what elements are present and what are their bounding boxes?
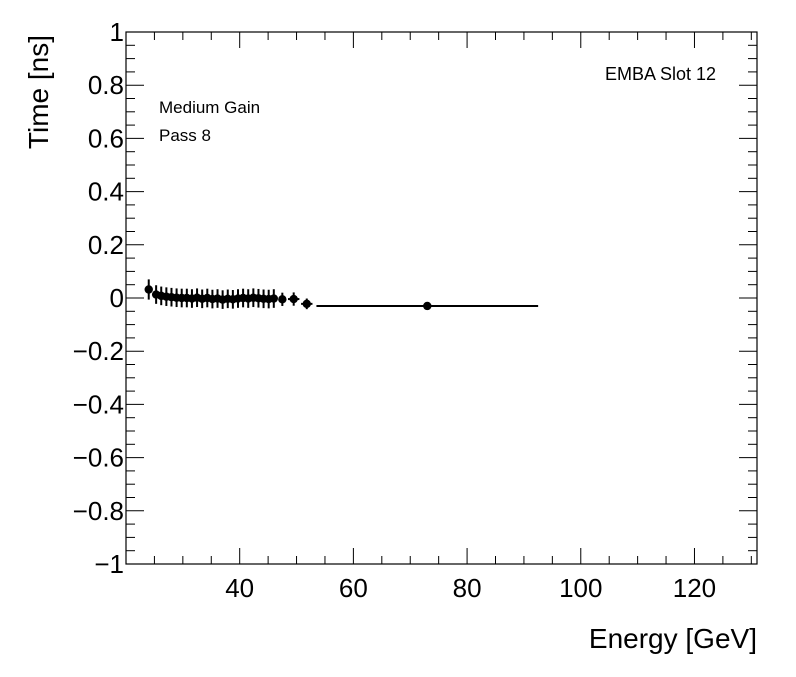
y-tick-label: −0.2 <box>73 336 124 366</box>
x-tick-label: 40 <box>225 573 254 603</box>
y-tick-label: −0.6 <box>73 443 124 473</box>
data-point <box>302 299 311 309</box>
y-tick-label: 0.4 <box>88 177 124 207</box>
data-point <box>144 285 153 294</box>
y-tick-label: 0.8 <box>88 70 124 100</box>
data-point-group <box>301 298 313 310</box>
data-point <box>278 295 287 304</box>
y-tick-label: 1 <box>110 17 124 47</box>
annotation-slot: EMBA Slot 12 <box>605 64 716 84</box>
data-point-group <box>144 279 153 300</box>
data-point <box>423 301 432 311</box>
y-tick-label: 0 <box>110 283 124 313</box>
data-point <box>269 294 279 303</box>
annotation-gain: Medium Gain <box>159 98 260 117</box>
annotation-pass: Pass 8 <box>159 126 211 145</box>
y-tick-label: −0.8 <box>73 496 124 526</box>
y-tick-label: 0.2 <box>88 230 124 260</box>
y-tick-label: −1 <box>94 549 124 579</box>
data-point-group <box>269 289 279 308</box>
data-point-group <box>316 301 539 311</box>
x-tick-label: 100 <box>559 573 602 603</box>
x-tick-label: 120 <box>673 573 716 603</box>
y-tick-label: −0.4 <box>73 389 124 419</box>
y-tick-label: 0.6 <box>88 123 124 153</box>
data-point-group <box>288 292 300 306</box>
x-tick-label: 60 <box>339 573 368 603</box>
data-point <box>289 294 298 304</box>
x-tick-label: 80 <box>453 573 482 603</box>
data-point-group <box>278 292 287 306</box>
x-axis-title: Energy [GeV] <box>589 623 757 654</box>
y-axis-title: Time [ns] <box>23 35 54 149</box>
